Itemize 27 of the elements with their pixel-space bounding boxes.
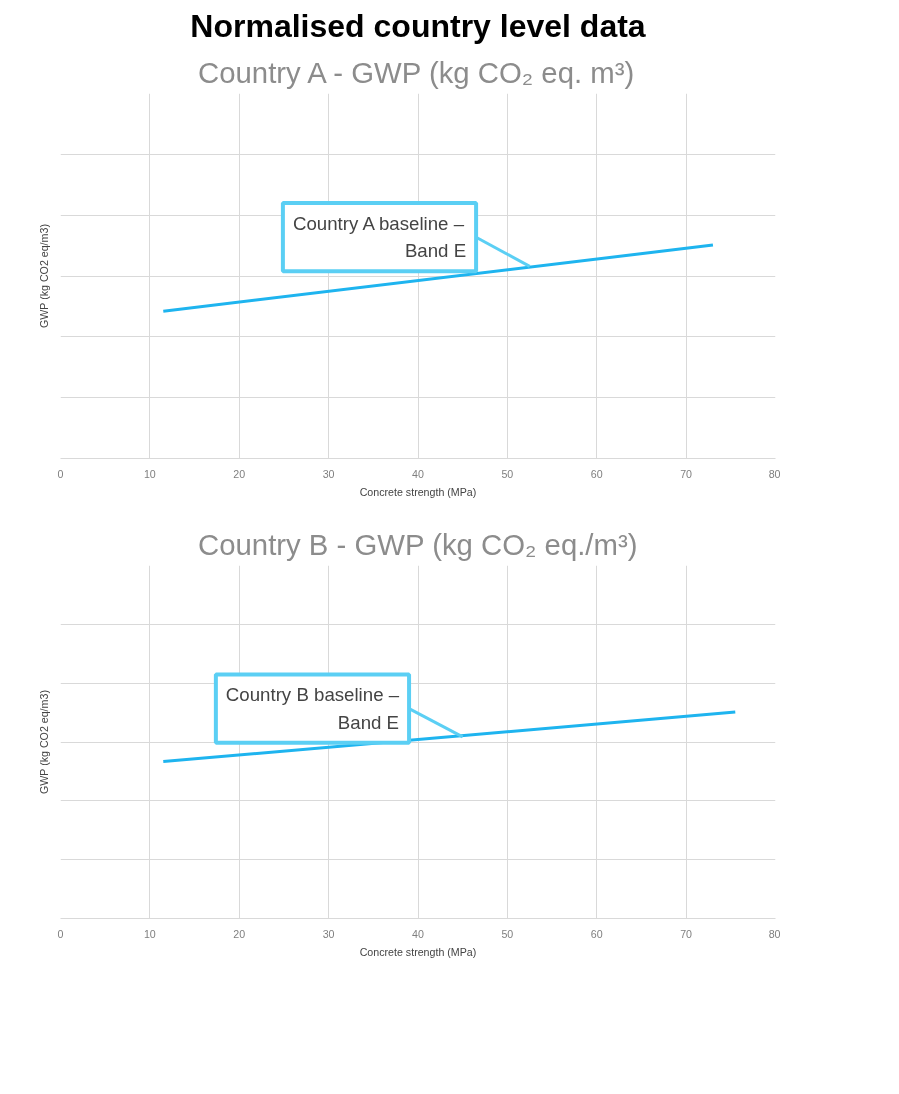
x-tick-label: 10 [143,927,156,940]
x-tick-label: 20 [233,467,246,480]
y-axis-title: GWP (kg CO2 eq/m3) [37,690,50,795]
annotation: Country B baseline – Band E [225,684,400,733]
x-tick-label: 10 [143,467,156,480]
chart-title: Country B - GWP (kg CO₂ eq./m³) [198,527,638,561]
x-tick-label: 50 [501,927,514,940]
chart-title: Normalised country level data [190,7,646,44]
x-tick-label: 30 [322,467,335,480]
x-tick-label: 80 [768,927,781,940]
x-tick-label: 50 [501,467,514,480]
x-tick-label: 60 [590,467,603,480]
annotation: Country A baseline – Band E [292,213,467,262]
x-tick-label: 30 [322,927,335,940]
chart-subtitle: Country A - GWP (kg CO₂ eq. m³) [198,55,635,89]
x-tick-label: 80 [768,467,781,480]
x-tick-label: 20 [233,927,246,940]
x-axis-title: Concrete strength (MPa) [359,945,477,958]
x-tick-label: 0 [57,927,64,940]
x-tick-label: 40 [412,467,424,480]
x-tick-label: 70 [680,927,693,940]
x-tick-label: 0 [57,467,64,480]
x-axis-title: Concrete strength (MPa) [359,485,477,498]
x-tick-label: 60 [590,927,603,940]
x-tick-label: 70 [680,467,693,480]
x-tick-label: 40 [412,927,424,940]
y-axis-title: GWP (kg CO2 eq/m3) [37,224,50,329]
